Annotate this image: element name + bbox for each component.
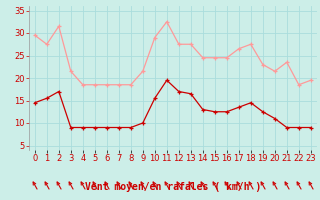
- Text: Vent moyen/en rafales ( km/h ): Vent moyen/en rafales ( km/h ): [85, 182, 261, 192]
